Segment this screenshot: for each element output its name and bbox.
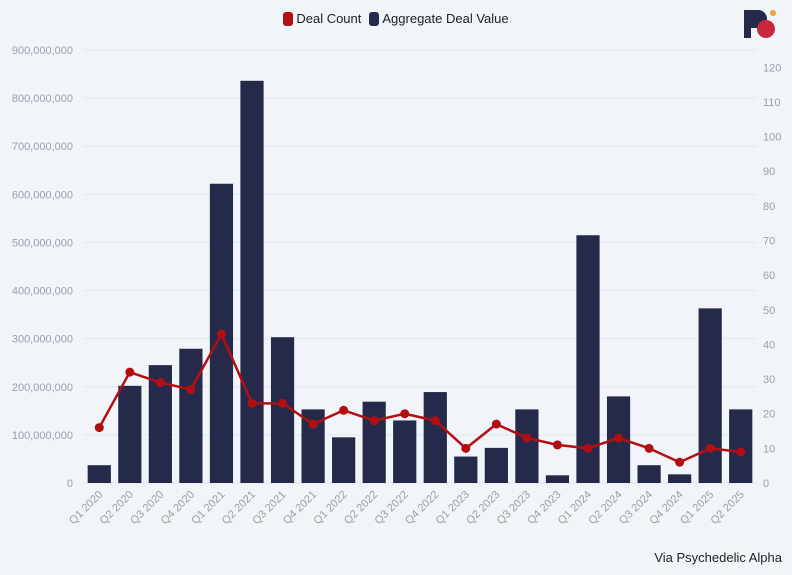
deal-count-point [705,443,715,453]
bar [393,420,417,483]
deal-count-point [278,398,288,408]
deal-count-point [186,384,196,394]
y-right-tick-label: 70 [763,236,775,248]
bar [729,409,753,483]
deal-count-point [155,378,165,388]
psychedelic-alpha-logo-icon [744,9,778,39]
deal-count-point [644,443,654,453]
deal-count-point [491,419,501,429]
y-left-tick-label: 900,000,000 [12,45,73,57]
bar [301,409,325,483]
bar [637,465,661,483]
y-left-tick-label: 300,000,000 [12,334,73,346]
legend-label: Deal Count [296,11,362,26]
deal-count-point [583,443,593,453]
y-left-tick-label: 0 [67,478,73,490]
deal-count-point [675,457,685,467]
y-right-tick-label: 0 [763,478,769,490]
legend-item-aggregate-deal-value[interactable]: Aggregate Deal Value [369,11,509,26]
deal-count-point [522,433,532,443]
deal-count-point [614,433,624,443]
bar [423,392,447,483]
legend-item-deal-count[interactable]: Deal Count [283,11,361,26]
deal-count-point [400,409,410,419]
bar [179,348,203,483]
bar [698,308,722,483]
y-left-tick-label: 200,000,000 [12,382,73,394]
y-left-tick-label: 400,000,000 [12,286,73,298]
bar [484,447,508,483]
deal-count-point [736,447,746,457]
bar [454,456,478,483]
y-left-tick-label: 100,000,000 [12,430,73,442]
y-right-tick-label: 10 [763,443,775,455]
y-right-tick-label: 100 [763,132,781,144]
y-right-tick-label: 80 [763,201,775,213]
y-left-tick-label: 700,000,000 [12,141,73,153]
deal-count-point [216,329,226,339]
y-left-tick-label: 800,000,000 [12,93,73,105]
x-tick-label: Q2 2025 [709,489,747,527]
bar [118,385,142,483]
y-right-tick-label: 120 [763,62,781,74]
bar [270,337,295,483]
y-right-tick-label: 60 [763,270,775,282]
source-credit: Via Psychedelic Alpha [654,550,782,565]
bar [87,465,111,483]
deal-count-point [125,367,135,377]
y-right-tick-label: 20 [763,409,775,421]
y-right-tick-label: 90 [763,166,775,178]
legend-swatch [369,11,380,26]
deal-count-line [98,332,741,464]
bar [668,474,692,483]
legend-label: Aggregate Deal Value [382,11,509,26]
bar [515,409,539,483]
deal-count-point [369,416,379,426]
bar [576,235,600,483]
deal-count-point [430,416,440,426]
deal-count-point [247,398,257,408]
deal-count-point [339,405,349,415]
deal-count-point [308,419,318,429]
bar [362,401,386,483]
y-left-tick-label: 500,000,000 [12,237,73,249]
deal-count-point [461,443,471,453]
y-right-tick-label: 50 [763,305,775,317]
bar [148,365,172,483]
deal-count-point [552,440,562,450]
deal-count-point [94,423,104,433]
y-left-tick-label: 600,000,000 [12,189,73,201]
y-right-tick-label: 110 [763,97,781,109]
bar [545,475,570,483]
legend-swatch [283,11,294,26]
bar [240,80,264,484]
y-right-tick-label: 40 [763,339,775,351]
bar [332,437,356,483]
legend: Deal Count Aggregate Deal Value [0,11,792,26]
y-right-tick-label: 30 [763,374,775,386]
